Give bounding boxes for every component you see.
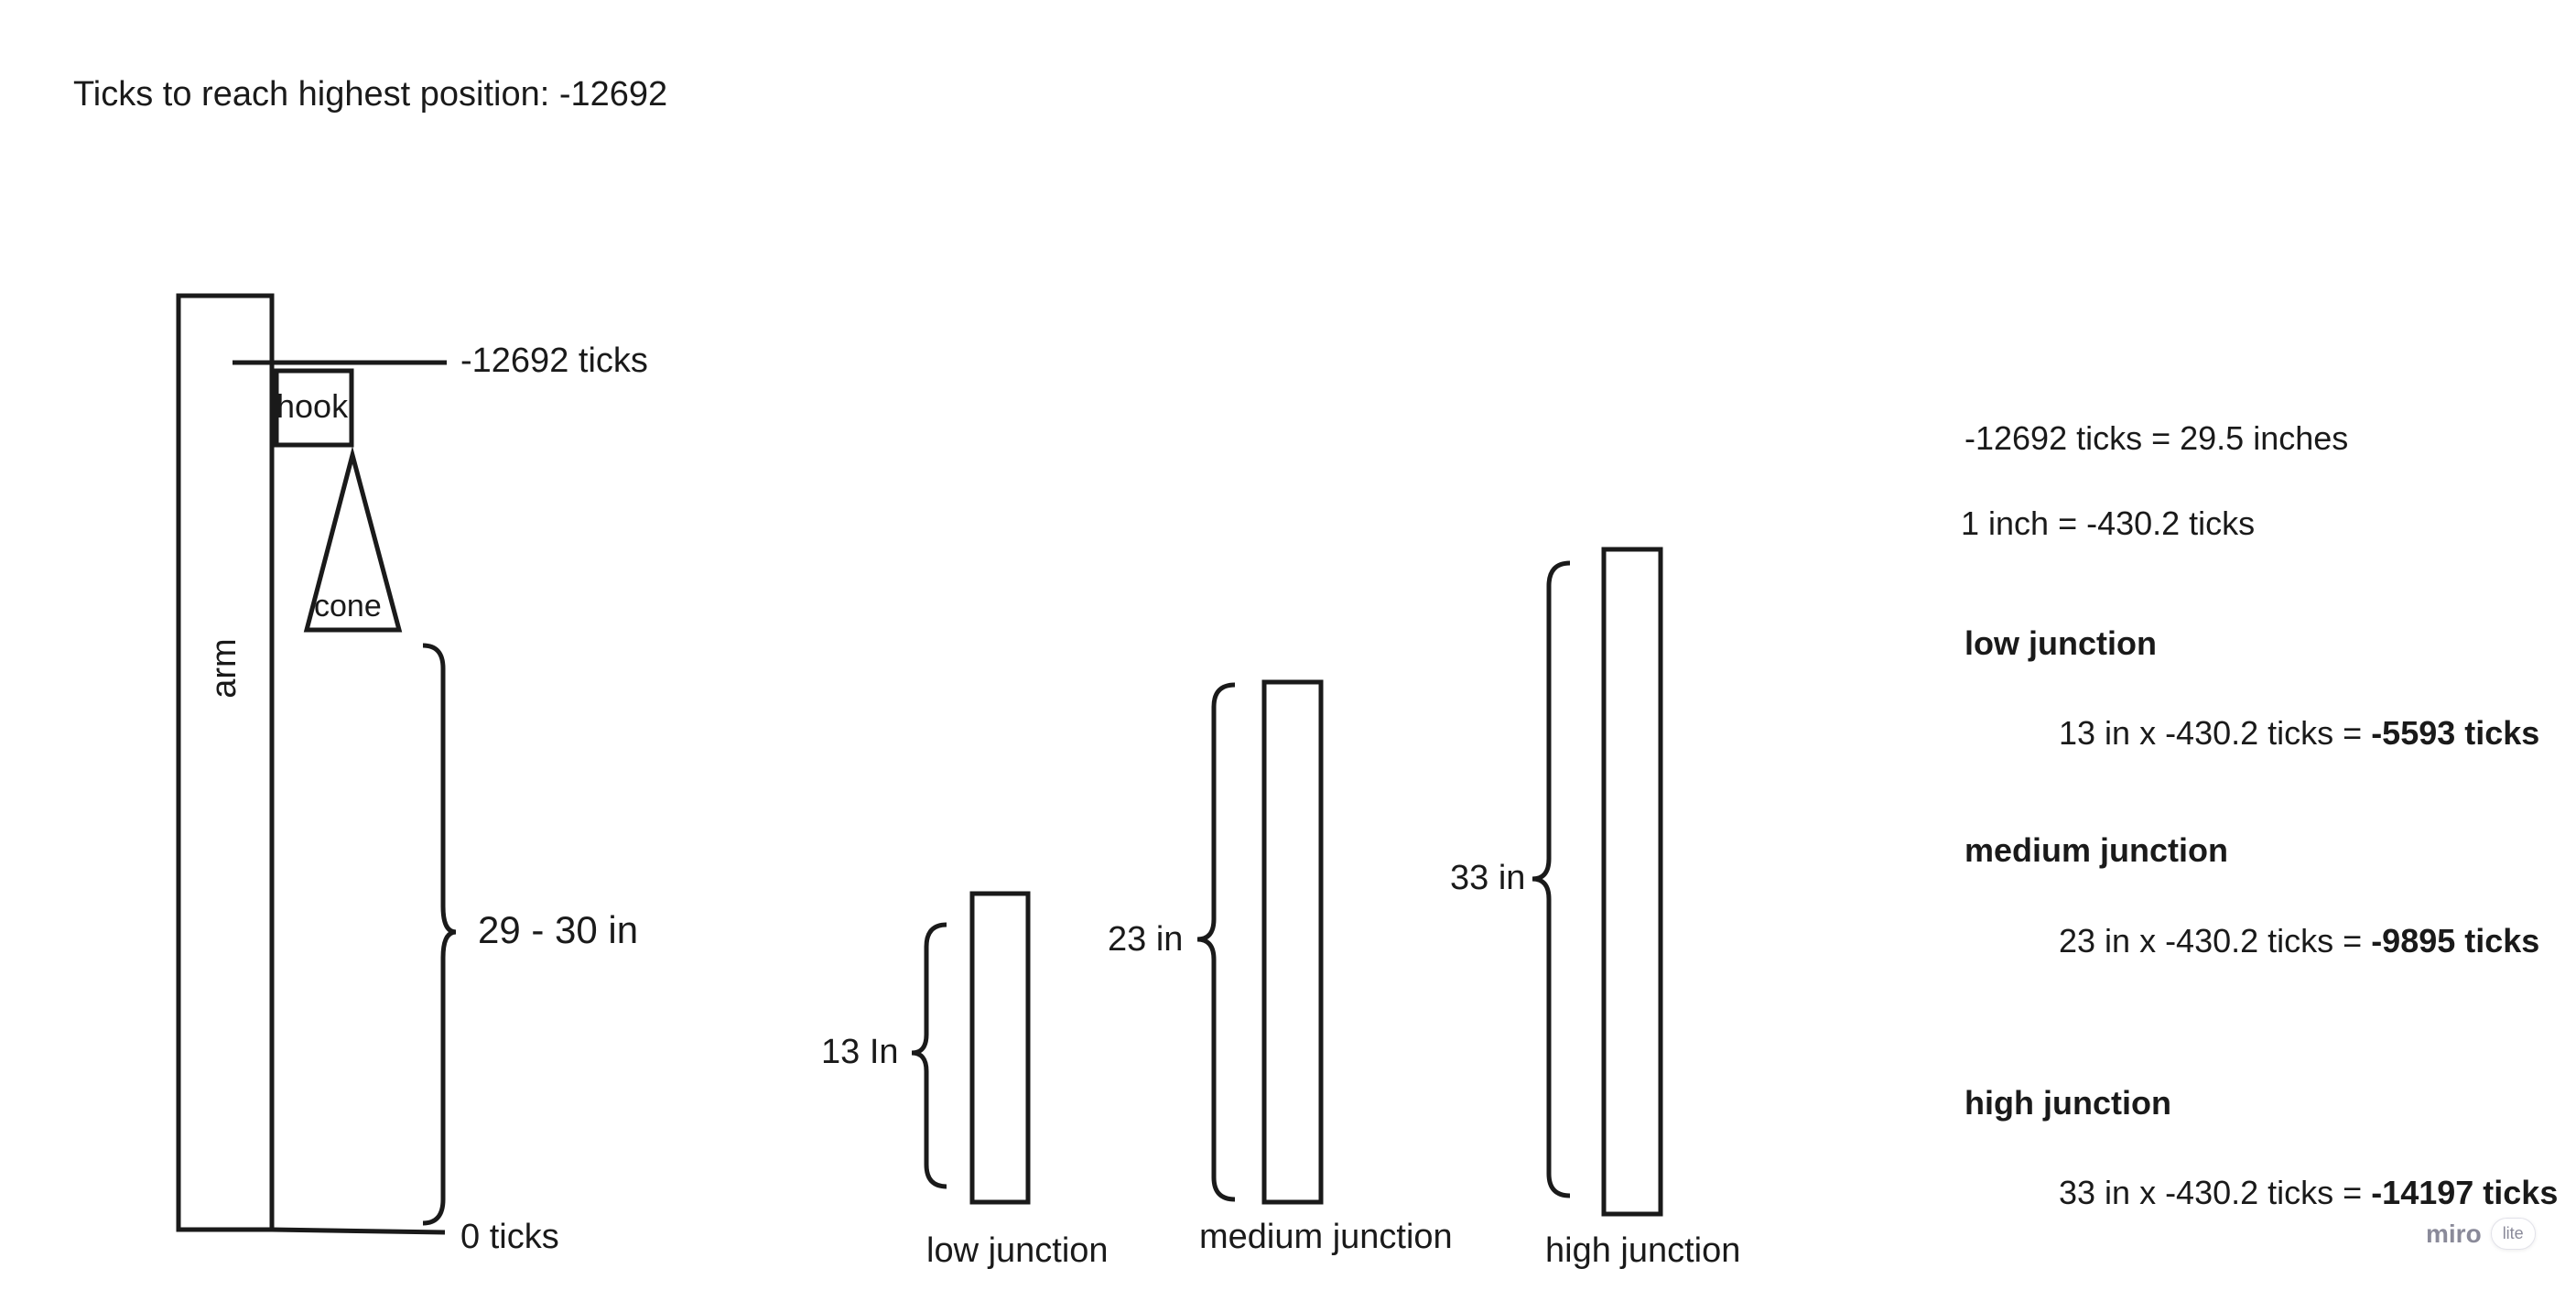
low-junction-result: -5593 ticks <box>2371 714 2540 752</box>
high-junction-brace[interactable] <box>1532 560 1571 1198</box>
range-label: 29 - 30 in <box>478 908 639 951</box>
arm-label: arm <box>205 638 244 699</box>
cone-label: cone <box>314 589 382 623</box>
low-junction-height-label: 13 In <box>821 1033 899 1071</box>
miro-lite-badge[interactable]: miro lite <box>2426 1218 2536 1250</box>
lite-tag[interactable]: lite <box>2490 1218 2536 1250</box>
hook-label: hook <box>276 387 349 425</box>
medium-junction-height-label: 23 in <box>1108 920 1184 959</box>
low-junction-pole[interactable] <box>969 891 1031 1205</box>
high-junction-calc: 33 in x -430.2 ticks = -14197 ticks <box>2059 1174 2558 1212</box>
medium-junction-brace[interactable] <box>1196 682 1236 1202</box>
miro-logo[interactable]: miro <box>2426 1219 2482 1248</box>
medium-junction-calc: 23 in x -430.2 ticks = -9895 ticks <box>2059 922 2539 960</box>
hook-shape[interactable] <box>274 368 354 448</box>
medium-junction-label: medium junction <box>1199 1218 1453 1256</box>
conversion-note-2: 1 inch = -430.2 ticks <box>1961 504 2256 542</box>
high-junction-label: high junction <box>1545 1231 1741 1270</box>
high-junction-result: -14197 ticks <box>2371 1174 2559 1211</box>
cone-shape[interactable] <box>303 446 403 633</box>
low-junction-label: low junction <box>926 1231 1109 1270</box>
high-junction-heading: high junction <box>1964 1084 2171 1122</box>
high-junction-pole[interactable] <box>1601 547 1663 1217</box>
conversion-note-1: -12692 ticks = 29.5 inches <box>1964 419 2349 457</box>
medium-junction-heading: medium junction <box>1964 831 2228 869</box>
medium-junction-pole[interactable] <box>1261 679 1324 1205</box>
low-junction-calc: 13 in x -430.2 ticks = -5593 ticks <box>2059 714 2539 753</box>
low-junction-brace[interactable] <box>911 922 947 1189</box>
arm-range-brace[interactable] <box>422 643 457 1226</box>
low-junction-heading: low junction <box>1964 624 2157 662</box>
top-tick-label: -12692 ticks <box>460 342 648 380</box>
medium-junction-result: -9895 ticks <box>2371 922 2540 959</box>
high-junction-height-label: 33 in <box>1450 859 1526 897</box>
low-junction-formula: 13 in x -430.2 ticks = <box>2059 714 2372 752</box>
page-title: Ticks to reach highest position: -12692 <box>73 75 668 114</box>
bottom-tick-label: 0 ticks <box>460 1218 559 1256</box>
arm-shape[interactable] <box>176 293 275 1232</box>
high-junction-formula: 33 in x -430.2 ticks = <box>2059 1174 2372 1211</box>
medium-junction-formula: 23 in x -430.2 ticks = <box>2059 922 2372 959</box>
bottom-tick-line[interactable] <box>271 1227 446 1235</box>
